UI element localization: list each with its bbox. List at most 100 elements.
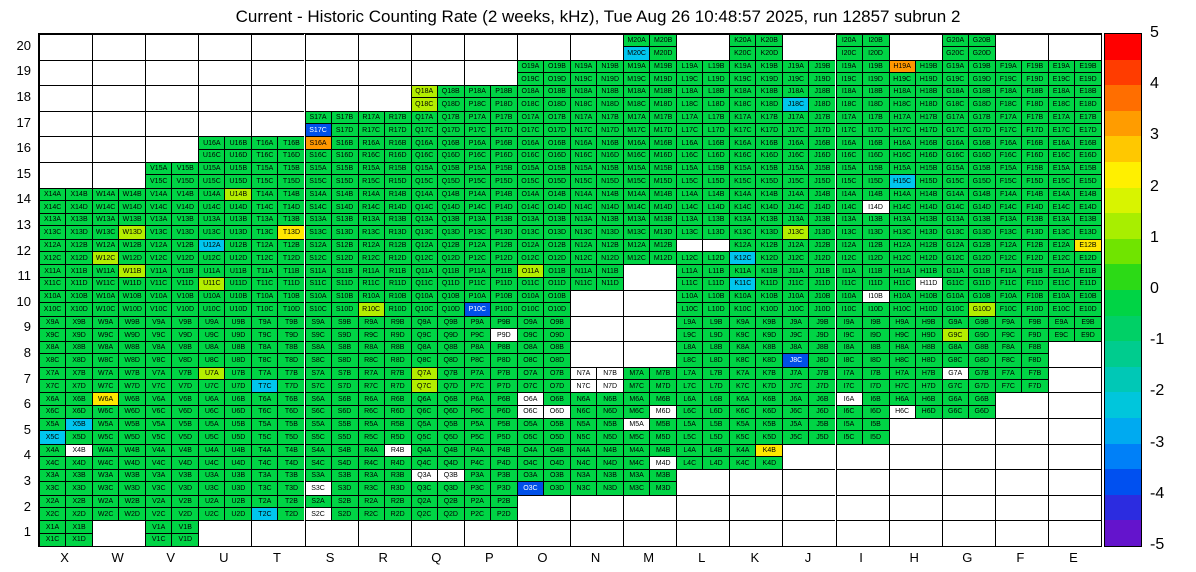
subcell-U15C: U15C bbox=[199, 175, 226, 188]
subcell-F18A: F18A bbox=[995, 86, 1022, 99]
subcell-F13B: F13B bbox=[1021, 214, 1048, 227]
x-axis-label-N: N bbox=[590, 550, 601, 565]
subcell-Q5D: Q5D bbox=[437, 431, 464, 444]
subcell-H6B: H6B bbox=[915, 393, 942, 406]
subcell-R5A: R5A bbox=[358, 419, 385, 432]
subcell-M5D: M5D bbox=[650, 431, 677, 444]
subcell-N19A: N19A bbox=[571, 60, 598, 73]
subcell-L18B: L18B bbox=[703, 86, 730, 99]
subcell-O6B: O6B bbox=[543, 393, 570, 406]
x-axis-label-J: J bbox=[804, 550, 812, 565]
subcell-I18B: I18B bbox=[862, 86, 889, 99]
cell-G19: G19A G19B G19C G19D bbox=[941, 59, 995, 86]
subcell-X2C: X2C bbox=[40, 508, 67, 521]
subcell-Q17A: Q17A bbox=[411, 111, 438, 125]
subcell-S6D: S6D bbox=[331, 405, 358, 418]
cell-E12: E12A E12B E12C E12D bbox=[1047, 238, 1101, 265]
cell-M19: M19A M19B M19C M19D bbox=[623, 59, 677, 86]
subcell-X3B: X3B bbox=[66, 470, 93, 483]
cell-M2 bbox=[623, 494, 677, 521]
subcell-W10B: W10B bbox=[119, 291, 146, 304]
subcell-R13C: R13C bbox=[358, 226, 385, 239]
colorbar-band-14 bbox=[1105, 392, 1141, 418]
cell-Q13: Q13A Q13B Q13C Q13D bbox=[410, 213, 464, 239]
subcell-H14D: H14D bbox=[915, 200, 942, 214]
subcell-N15B: N15B bbox=[597, 163, 624, 176]
subcell-W9D: W9D bbox=[119, 328, 146, 342]
subcell-I6D: I6D bbox=[862, 405, 889, 418]
colorbar-tick-3: 3 bbox=[1150, 126, 1159, 144]
subcell-P11D: P11D bbox=[490, 277, 517, 290]
subcell-O14A: O14A bbox=[517, 188, 544, 201]
subcell-O9A: O9A bbox=[517, 316, 544, 329]
subcell-U9D: U9D bbox=[225, 328, 252, 342]
cell-I16: I16A I16B I16C I16D bbox=[835, 136, 889, 162]
subcell-J14A: J14A bbox=[783, 188, 810, 201]
cell-T10: T10A T10B T10C T10D bbox=[251, 290, 305, 316]
cell-V2: V2A V2B V2C V2D bbox=[145, 494, 199, 521]
subcell-P2B: P2B bbox=[490, 495, 517, 509]
subcell-F9B: F9B bbox=[1021, 316, 1048, 329]
subcell-V4A: V4A bbox=[146, 444, 173, 457]
subcell-J11A: J11A bbox=[783, 265, 810, 278]
colorbar-band-13 bbox=[1105, 366, 1141, 393]
cell-O12: O12A O12B O12C O12D bbox=[516, 238, 570, 265]
subcell-I5D: I5D bbox=[862, 431, 889, 444]
subcell-O4C: O4C bbox=[517, 456, 544, 470]
subcell-L9C: L9C bbox=[677, 328, 704, 342]
x-axis-label-Q: Q bbox=[431, 550, 442, 565]
subcell-T16C: T16C bbox=[252, 149, 279, 162]
subcell-H18B: H18B bbox=[915, 86, 942, 99]
subcell-X5B: X5B bbox=[66, 419, 93, 432]
cell-L6: L6A L6B L6C L6D bbox=[676, 392, 730, 418]
subcell-T11D: T11D bbox=[278, 277, 305, 290]
subcell-N17D: N17D bbox=[597, 124, 624, 137]
subcell-M19D: M19D bbox=[650, 72, 677, 86]
cell-W16 bbox=[92, 136, 146, 162]
subcell-R7B: R7B bbox=[384, 367, 411, 381]
cell-E8 bbox=[1047, 341, 1101, 367]
subcell-V9B: V9B bbox=[172, 316, 199, 329]
subcell-G18C: G18C bbox=[942, 98, 969, 111]
cell-E16: E16A E16B E16C E16D bbox=[1047, 136, 1101, 162]
subcell-S14A: S14A bbox=[305, 188, 332, 201]
subcell-L18C: L18C bbox=[677, 98, 704, 111]
subcell-N3A: N3A bbox=[571, 470, 598, 483]
cell-O8: O8A O8B O8C O8D bbox=[516, 341, 570, 367]
subcell-T13A: T13A bbox=[252, 214, 279, 227]
subcell-M16D: M16D bbox=[650, 149, 677, 162]
subcell-G13B: G13B bbox=[968, 214, 995, 227]
subcell-M18D: M18D bbox=[650, 98, 677, 111]
subcell-N12B: N12B bbox=[597, 239, 624, 253]
cell-U8: U8A U8B U8C U8D bbox=[198, 341, 252, 367]
x-axis-label-P: P bbox=[485, 550, 494, 565]
subcell-U12C: U12C bbox=[199, 252, 226, 265]
subcell-H6C: H6C bbox=[889, 405, 916, 418]
cell-V19 bbox=[145, 59, 199, 86]
subcell-K11B: K11B bbox=[756, 265, 783, 278]
subcell-F19C: F19C bbox=[995, 72, 1022, 86]
subcell-Q8B: Q8B bbox=[437, 342, 464, 355]
cell-G20: G20A G20B G20C G20D bbox=[941, 34, 995, 60]
subcell-G9A: G9A bbox=[942, 316, 969, 329]
subcell-K13C: K13C bbox=[730, 226, 757, 239]
subcell-H11B: H11B bbox=[915, 265, 942, 278]
cell-R9: R9A R9B R9C R9D bbox=[357, 315, 411, 342]
subcell-W9A: W9A bbox=[93, 316, 120, 329]
subcell-L6B: L6B bbox=[703, 393, 730, 406]
cell-X9: X9A X9B X9C X9D bbox=[39, 315, 93, 342]
cell-H12: H12A H12B H12C H12D bbox=[888, 238, 942, 265]
cell-O5: O5A O5B O5C O5D bbox=[516, 418, 570, 444]
subcell-X8B: X8B bbox=[66, 342, 93, 355]
cell-M6: M6A M6B M6C M6D bbox=[623, 392, 677, 418]
subcell-O11B: O11B bbox=[543, 265, 570, 278]
subcell-T10C: T10C bbox=[252, 303, 279, 316]
subcell-J13A: J13A bbox=[783, 214, 810, 227]
subcell-W5B: W5B bbox=[119, 419, 146, 432]
subcell-M5B: M5B bbox=[650, 419, 677, 432]
cell-U16: U16A U16B U16C U16D bbox=[198, 136, 252, 162]
subcell-N16A: N16A bbox=[571, 137, 598, 150]
subcell-I13A: I13A bbox=[836, 214, 863, 227]
cell-W12: W12A W12B W12C W12D bbox=[92, 238, 146, 265]
subcell-J17B: J17B bbox=[809, 111, 836, 125]
